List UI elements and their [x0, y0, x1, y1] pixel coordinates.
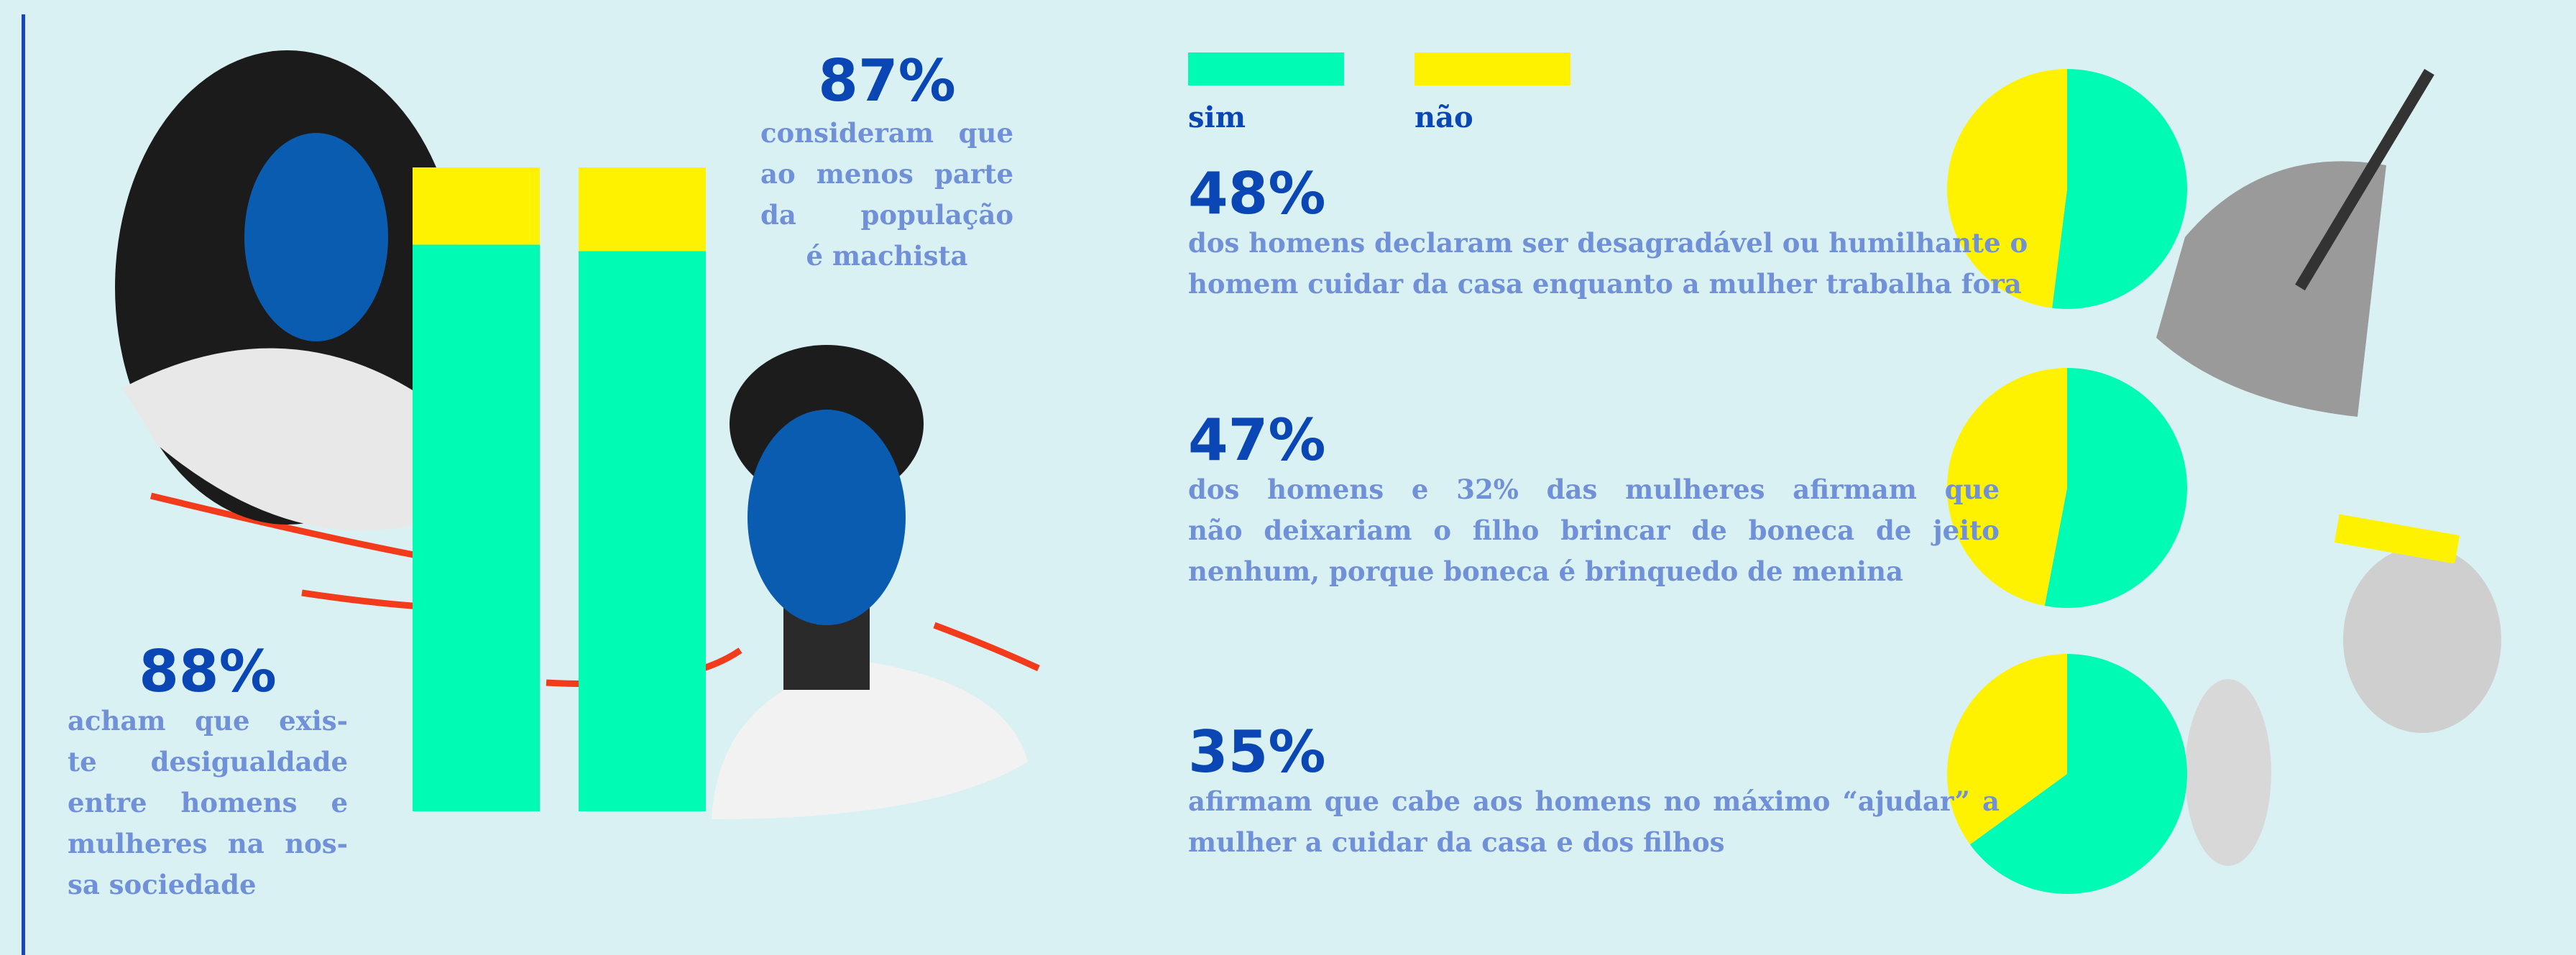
- baby: [2343, 546, 2501, 733]
- decor-swoosh: [933, 622, 1040, 672]
- text-line: da população: [760, 199, 1013, 231]
- text-line: nenhum, porque boneca é brinquedo de men…: [1188, 555, 1903, 587]
- pie-slice: [2052, 69, 2187, 309]
- legend-label: sim: [1188, 101, 1246, 134]
- legend-swatch: [1188, 52, 1344, 86]
- text-line: acham que exis-: [68, 705, 348, 737]
- percent-label: 87%: [818, 47, 956, 114]
- paragraph: dos homens e 32% das mulheres afirmam qu…: [1188, 469, 2000, 592]
- bar-segment: [413, 167, 540, 245]
- text-line: dos homens e 32% das mulheres afirmam qu…: [1188, 474, 2000, 505]
- text-line: entre homens e: [68, 787, 348, 818]
- bar-segment: [413, 244, 540, 811]
- legend-swatch: [1414, 52, 1570, 86]
- woman-face: [244, 133, 388, 341]
- text-line: é machista: [806, 240, 968, 272]
- pie-slice: [1947, 654, 2067, 845]
- text-line: mulher a cuidar da casa e dos filhos: [1188, 826, 1725, 858]
- percent-label: 48%: [1188, 160, 1326, 227]
- paragraph: afirmam que cabe aos homens no máximo “a…: [1188, 781, 2000, 863]
- text-line: consideram que: [760, 117, 1013, 149]
- paragraph: consideram que ao menos parte da população…: [760, 113, 1013, 277]
- decor-swoosh: [301, 589, 432, 611]
- woman-body: [122, 348, 431, 531]
- dustpan: [2156, 161, 2386, 417]
- text-line: sa sociedade: [68, 869, 257, 900]
- pie-slice: [2044, 368, 2187, 608]
- bar-segment: [579, 251, 706, 812]
- pie-slice: [1947, 69, 2067, 308]
- percent-label: 88%: [139, 638, 277, 705]
- legend-label: não: [1414, 101, 1473, 134]
- baby-eye-bar: [2334, 514, 2460, 564]
- side-rule: [22, 14, 25, 955]
- paragraph: dos homens declaram ser desagradável ou …: [1188, 223, 2028, 305]
- pie-slice: [1969, 654, 2187, 894]
- percent-label: 35%: [1188, 719, 1326, 785]
- man-face: [748, 410, 906, 625]
- doll: [2185, 679, 2271, 866]
- paragraph: acham que exis-te desigualdade entre home…: [68, 701, 348, 905]
- text-line: ao menos parte: [760, 158, 1013, 190]
- bar-segment: [579, 167, 706, 252]
- text-line: dos homens declaram ser desagradável ou …: [1188, 227, 2028, 259]
- text-line: afirmam que cabe aos homens no máximo “a…: [1188, 785, 2000, 817]
- text-line: te desigualdade: [68, 746, 348, 778]
- text-line: não deixariam o filho brincar de boneca …: [1188, 515, 2000, 546]
- man-body: [712, 661, 1028, 819]
- pie-slice: [1946, 368, 2067, 606]
- text-line: mulheres na nos-: [68, 828, 348, 859]
- percent-label: 47%: [1188, 407, 1326, 474]
- text-line: homem cuidar da casa enquanto a mulher t…: [1188, 268, 2022, 300]
- brush-handle: [2295, 68, 2434, 291]
